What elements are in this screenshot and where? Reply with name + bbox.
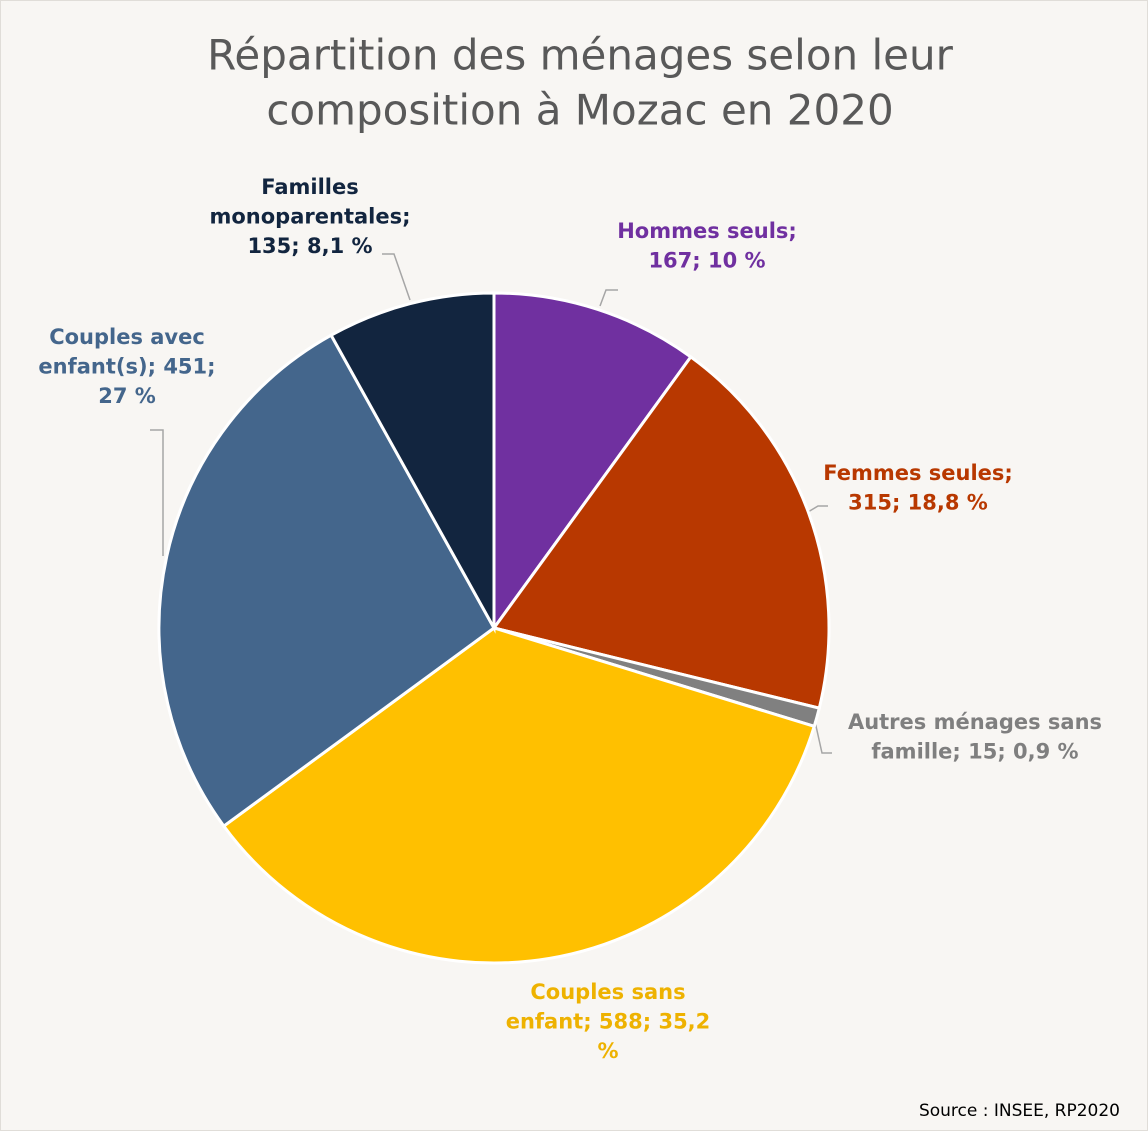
data-label: Hommes seuls; xyxy=(617,219,797,243)
pie-slice xyxy=(329,291,496,634)
data-label: monoparentales; xyxy=(210,205,411,229)
data-label: Couples avec xyxy=(49,325,205,349)
data-label: Autres ménages sans xyxy=(848,710,1102,734)
leader-lines xyxy=(150,253,832,754)
pie-slice xyxy=(491,354,831,710)
leader-line xyxy=(382,253,411,301)
data-label: 167; 10 % xyxy=(648,249,765,273)
pie-slice xyxy=(157,333,496,829)
data-label: 135; 8,1 % xyxy=(247,234,372,258)
data-label: enfant(s); 451; xyxy=(38,355,215,379)
data-label: enfant; 588; 35,2 xyxy=(506,1010,711,1034)
pie-slice xyxy=(492,291,693,633)
chart-title: Répartition des ménages selon leur xyxy=(207,31,953,80)
source: Source : INSEE, RP2020 xyxy=(919,1101,1120,1121)
data-label: % xyxy=(597,1039,618,1063)
leader-line xyxy=(150,429,164,556)
data-label: Familles xyxy=(261,175,359,199)
data-label: Femmes seules; xyxy=(823,461,1013,485)
data-label: Couples sans xyxy=(530,980,685,1004)
leader-line xyxy=(599,289,618,307)
pie-slice xyxy=(221,626,817,965)
data-label: 27 % xyxy=(98,384,156,408)
data-label: 315; 18,8 % xyxy=(848,491,988,515)
leader-line xyxy=(813,716,832,754)
chart-title: composition à Mozac en 2020 xyxy=(266,86,893,135)
data-label: famille; 15; 0,9 % xyxy=(871,740,1078,764)
leader-line xyxy=(807,505,828,513)
